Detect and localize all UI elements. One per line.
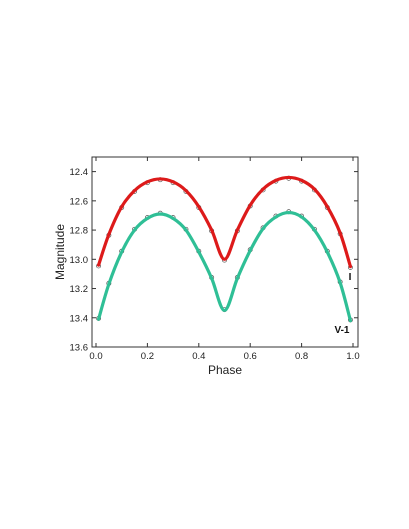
x-axis-title: Phase <box>208 363 242 377</box>
y-tick-label: 13.4 <box>70 313 89 324</box>
x-tick-label: 1.0 <box>346 351 359 362</box>
series-label-v-1: V-1 <box>334 325 349 336</box>
x-tick-label: 0.6 <box>244 351 257 362</box>
y-tick-label: 13.6 <box>70 343 89 354</box>
plot-frame <box>91 156 359 348</box>
x-tick-labels: 0.0 0.2 0.4 0.6 0.8 1.0 <box>89 351 359 362</box>
y-tick-labels: 12.4 12.6 12.8 13.0 13.2 13.4 13.6 <box>70 167 89 353</box>
y-tick-label: 13.0 <box>70 255 89 266</box>
y-tick-label: 12.8 <box>70 226 89 237</box>
y-tick-label: 12.6 <box>70 196 89 207</box>
y-tick-label: 13.2 <box>70 284 89 295</box>
x-tick-label: 0.0 <box>89 351 102 362</box>
x-tick-label: 0.8 <box>295 351 308 362</box>
y-tick-label: 12.4 <box>70 167 89 178</box>
x-tick-label: 0.4 <box>192 351 205 362</box>
y-axis-title: Magnitude <box>53 224 67 280</box>
x-tick-label: 0.2 <box>141 351 154 362</box>
axis-ticks <box>92 157 358 348</box>
series-line-i <box>96 175 353 269</box>
series-label-i: I <box>349 272 352 283</box>
fitted-curves <box>96 175 353 323</box>
series-line-v-1 <box>96 210 353 323</box>
